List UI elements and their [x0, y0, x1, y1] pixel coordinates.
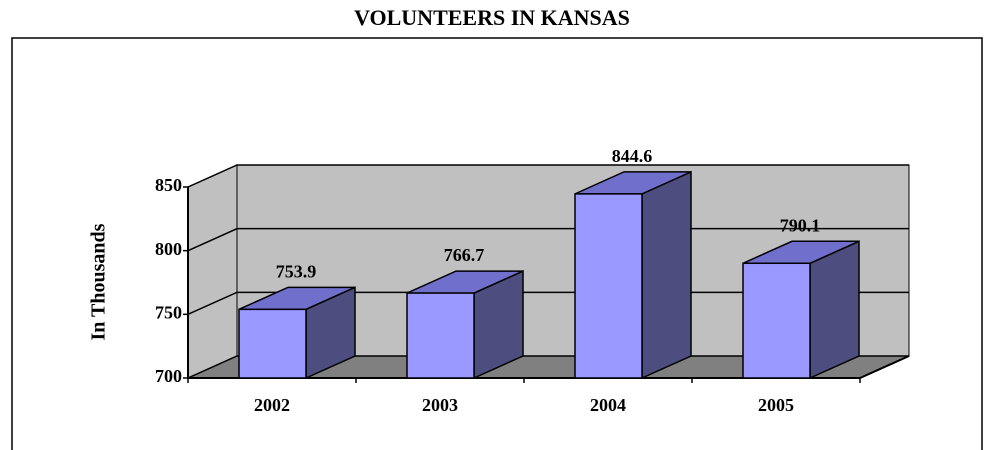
- y-tick-label: 700: [155, 366, 182, 386]
- bar: [406, 292, 475, 379]
- side-wall: [187, 164, 238, 379]
- x-tick-label: 2005: [758, 395, 794, 415]
- value-label: 844.6: [612, 146, 653, 166]
- value-label: 753.9: [276, 261, 317, 281]
- x-tick-label: 2003: [422, 395, 458, 415]
- y-tick-label: 850: [155, 175, 182, 195]
- bar-side: [641, 170, 692, 380]
- y-axis-label: In Thousands: [88, 223, 110, 340]
- x-tick-label: 2002: [254, 395, 290, 415]
- y-tick-label: 800: [155, 239, 182, 259]
- x-tick-label: 2004: [590, 395, 626, 415]
- bar: [238, 308, 307, 379]
- bar: [574, 193, 643, 379]
- value-label: 790.1: [780, 215, 821, 235]
- grid-line: [187, 164, 909, 188]
- value-label: 766.7: [444, 245, 485, 265]
- bar-side: [809, 240, 860, 380]
- bar: [742, 262, 811, 379]
- y-tick-label: 750: [155, 302, 182, 322]
- chart-frame: [11, 37, 983, 450]
- chart-title: VOLUNTEERS IN KANSAS: [354, 5, 630, 30]
